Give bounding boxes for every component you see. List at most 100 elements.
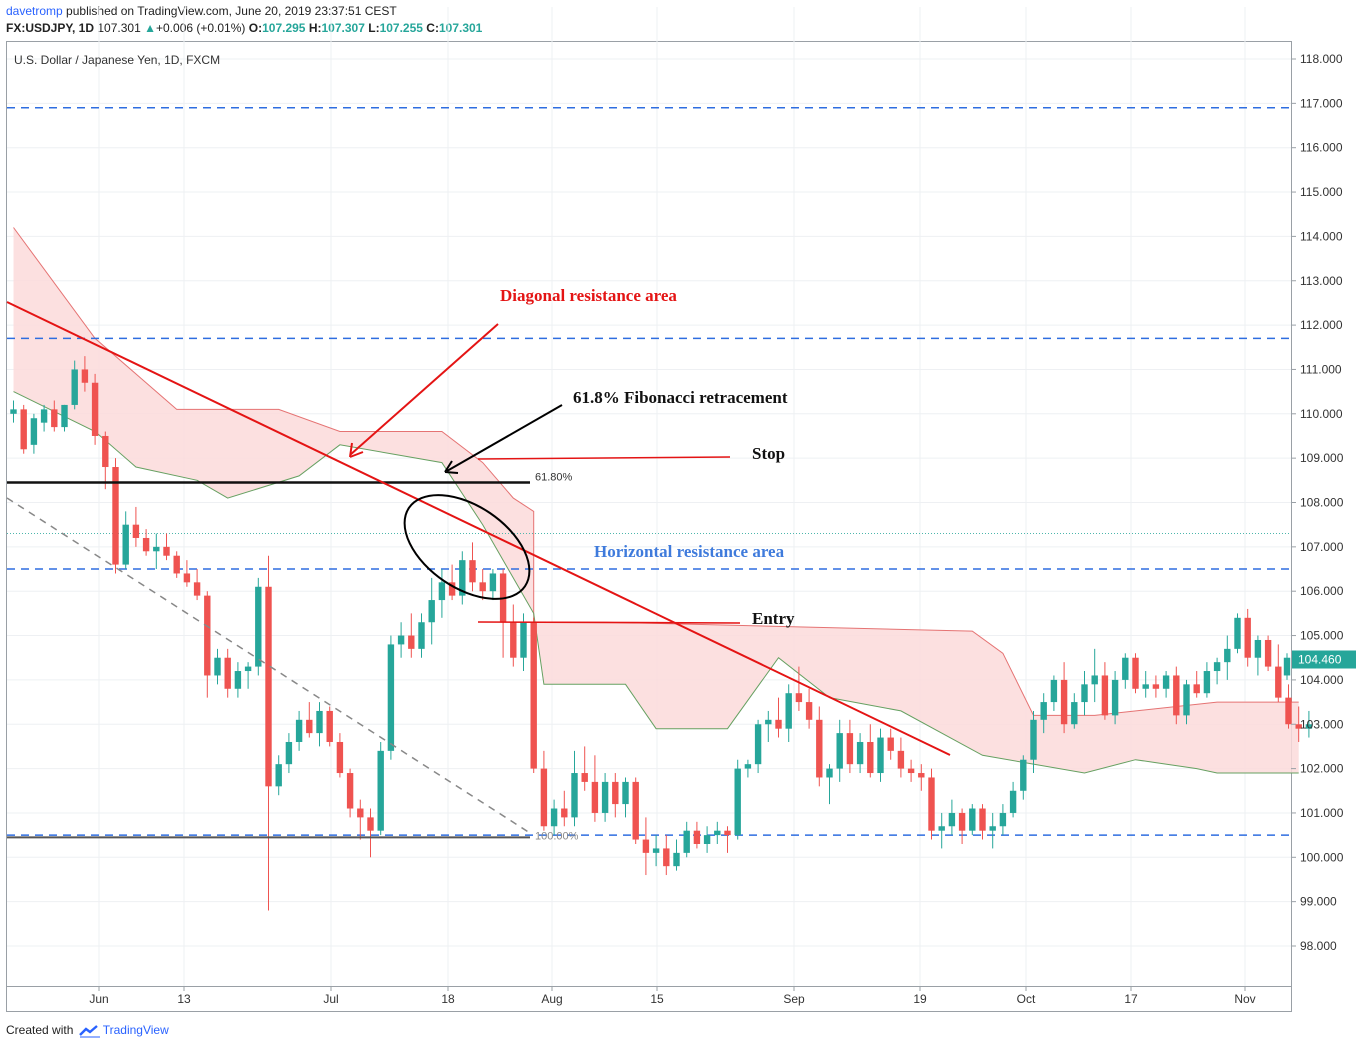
- candle: [632, 777, 639, 844]
- candle-body: [714, 830, 721, 836]
- candle-body: [1142, 684, 1149, 689]
- candle-body: [1173, 675, 1180, 716]
- candle: [1071, 693, 1078, 729]
- cloud-fill: [13, 227, 1299, 773]
- candle: [183, 560, 191, 587]
- price-label: 104.460: [1298, 652, 1342, 666]
- candle: [1091, 648, 1098, 703]
- candle: [244, 662, 252, 689]
- candle-body: [408, 635, 415, 649]
- candle-body: [1213, 662, 1221, 672]
- candle: [20, 404, 27, 454]
- price-tick-label: 99.000: [1300, 895, 1337, 909]
- candle-body: [1101, 675, 1109, 716]
- candle: [530, 617, 537, 774]
- candle: [540, 750, 548, 831]
- annotations-layer: 61.80% 100.00% Diagonal resistance area 61.…: [6, 286, 951, 842]
- horizontal-label: Horizontal resistance area: [594, 542, 785, 561]
- time-tick-label: Sep: [783, 992, 805, 1006]
- candle: [724, 826, 731, 853]
- plot-frame: [6, 41, 1292, 1012]
- candle-body: [795, 693, 803, 703]
- candle: [836, 719, 843, 782]
- time-tick-label: 15: [650, 992, 664, 1006]
- created-with-label: Created with: [6, 1023, 74, 1037]
- candle-body: [336, 741, 344, 774]
- price-tick-label: 98.000: [1300, 939, 1337, 953]
- candle-body: [387, 644, 395, 751]
- candle-body: [234, 671, 242, 689]
- candle: [204, 591, 211, 698]
- candle: [153, 533, 160, 570]
- candle-body: [1132, 657, 1139, 689]
- candle: [265, 555, 272, 911]
- candle-body: [989, 826, 996, 831]
- candle: [1234, 613, 1241, 654]
- time-tick-label: Aug: [541, 992, 562, 1006]
- candle-body: [489, 573, 497, 592]
- candle-body: [1152, 684, 1160, 689]
- candle: [285, 733, 293, 774]
- candle-body: [673, 852, 680, 867]
- last-price: 107.301: [97, 21, 141, 35]
- candle: [1050, 675, 1058, 711]
- candle: [469, 542, 476, 592]
- candle-body: [1030, 719, 1037, 760]
- candle-body: [1254, 639, 1262, 658]
- candles[interactable]: [10, 356, 1313, 911]
- publish-date: published on TradingView.com, June 20, 2…: [66, 4, 397, 18]
- candle-body: [1081, 684, 1088, 703]
- candle-body: [520, 622, 527, 658]
- candle: [295, 710, 303, 751]
- ohlc-legend: FX:USDJPY, 1D 107.301 ▲+0.006 (+0.01%) O…: [6, 21, 483, 35]
- candle: [734, 759, 741, 840]
- candle: [193, 569, 201, 601]
- candle-body: [958, 812, 966, 831]
- candle: [612, 773, 619, 818]
- tradingview-brand[interactable]: TradingView: [102, 1023, 169, 1037]
- price-tick-label: 112.000: [1300, 318, 1343, 332]
- price-tick-label: 100.000: [1300, 850, 1344, 864]
- candle-body: [836, 733, 843, 769]
- low-value: 107.255: [379, 21, 423, 35]
- candle-body: [1234, 617, 1241, 649]
- price-tick-label: 110.000: [1300, 407, 1343, 421]
- candle: [112, 458, 119, 574]
- candle: [1275, 644, 1282, 703]
- leading-span-a: [13, 227, 1299, 716]
- candle: [550, 799, 558, 836]
- candle: [316, 702, 323, 747]
- candle-body: [887, 737, 894, 751]
- candle-body: [30, 418, 38, 445]
- candle-body: [265, 586, 272, 787]
- candle: [122, 511, 129, 570]
- candle-body: [346, 773, 354, 809]
- price-tick-label: 109.000: [1300, 451, 1344, 465]
- candle: [1122, 653, 1129, 689]
- price-tick-label: 102.000: [1300, 762, 1344, 776]
- candle-body: [275, 764, 282, 787]
- close-value: 107.301: [438, 21, 483, 35]
- candle-body: [377, 750, 384, 831]
- time-tick-label: 19: [913, 992, 927, 1006]
- author-link[interactable]: davetromp: [6, 4, 63, 18]
- price-tick-label: 101.000: [1300, 806, 1344, 820]
- candle: [428, 577, 435, 645]
- candle: [1152, 675, 1160, 698]
- candle: [1244, 608, 1251, 667]
- candle-body: [703, 835, 711, 844]
- candle: [275, 755, 282, 796]
- candle: [642, 817, 650, 876]
- candle-body: [591, 781, 599, 813]
- candle-body: [316, 710, 323, 734]
- candle-body: [550, 808, 558, 827]
- candle-body: [1162, 675, 1170, 689]
- candle-body: [163, 546, 170, 556]
- candle: [306, 702, 313, 738]
- candle: [958, 808, 966, 844]
- candle-body: [724, 830, 731, 836]
- candle-body: [856, 741, 864, 765]
- candle-body: [183, 573, 191, 583]
- candle-body: [428, 600, 435, 623]
